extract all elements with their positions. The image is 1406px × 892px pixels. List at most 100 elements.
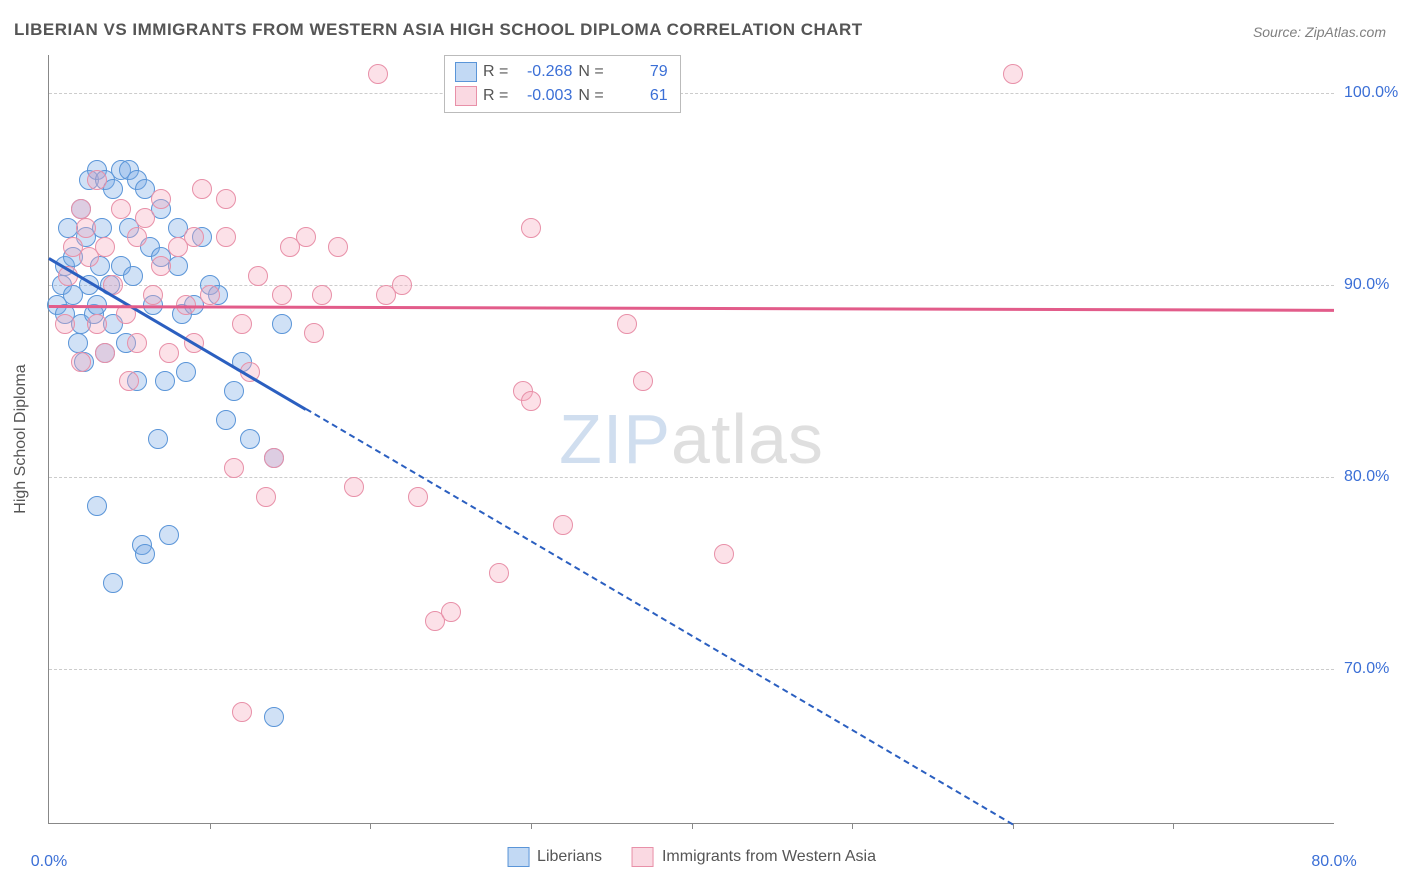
x-tick [692,823,693,829]
legend-row-2: R = -0.003 N = 61 [455,84,668,108]
data-point-western_asia [408,487,428,507]
data-point-western_asia [184,227,204,247]
x-tick [1173,823,1174,829]
chart-title: LIBERIAN VS IMMIGRANTS FROM WESTERN ASIA… [14,20,863,40]
data-point-western_asia [55,314,75,334]
data-point-western_asia [441,602,461,622]
data-point-western_asia [553,515,573,535]
source-text: Source: ZipAtlas.com [1253,24,1386,40]
y-gridline [49,669,1334,670]
data-point-liberians [216,410,236,430]
x-tick [370,823,371,829]
data-point-western_asia [151,256,171,276]
trend-liberians [48,257,306,410]
legend-label: Liberians [537,848,602,866]
y-tick-label: 70.0% [1344,660,1406,678]
data-point-liberians [87,496,107,516]
data-point-liberians [155,371,175,391]
data-point-liberians [224,381,244,401]
trend-western_asia [49,305,1334,311]
data-point-western_asia [224,458,244,478]
correlation-legend: R = -0.268 N = 79 R = -0.003 N = 61 [444,55,681,113]
y-tick-label: 80.0% [1344,468,1406,486]
x-tick-label-min: 0.0% [31,853,67,871]
data-point-liberians [148,429,168,449]
data-point-western_asia [248,266,268,286]
data-point-western_asia [87,170,107,190]
data-point-western_asia [714,544,734,564]
legend-label: Immigrants from Western Asia [662,848,876,866]
r-value-2: -0.003 [514,84,572,108]
swatch-liberians [507,847,529,867]
data-point-liberians [159,525,179,545]
swatch-liberians [455,62,477,82]
data-point-western_asia [489,563,509,583]
data-point-western_asia [368,64,388,84]
y-tick-label: 90.0% [1344,276,1406,294]
data-point-western_asia [328,237,348,257]
data-point-western_asia [127,333,147,353]
y-gridline [49,477,1334,478]
watermark-zip: ZIP [559,400,671,478]
swatch-western-asia [455,86,477,106]
data-point-western_asia [127,227,147,247]
x-tick [852,823,853,829]
data-point-western_asia [95,237,115,257]
data-point-western_asia [151,189,171,209]
x-tick [531,823,532,829]
data-point-western_asia [71,352,91,372]
n-value-1: 79 [610,60,668,84]
data-point-liberians [264,707,284,727]
y-tick-label: 100.0% [1344,84,1406,102]
data-point-western_asia [76,218,96,238]
watermark-atlas: atlas [671,400,824,478]
data-point-western_asia [232,314,252,334]
data-point-liberians [176,362,196,382]
y-gridline [49,93,1334,94]
data-point-western_asia [200,285,220,305]
data-point-western_asia [344,477,364,497]
r-label: R = [483,84,508,108]
legend-item-western-asia: Immigrants from Western Asia [632,847,876,867]
data-point-western_asia [87,314,107,334]
data-point-western_asia [521,218,541,238]
data-point-western_asia [143,285,163,305]
data-point-western_asia [159,343,179,363]
data-point-western_asia [272,285,292,305]
series-legend: Liberians Immigrants from Western Asia [507,847,876,867]
x-tick-label-max: 80.0% [1311,853,1356,871]
data-point-liberians [240,429,260,449]
data-point-western_asia [71,199,91,219]
watermark: ZIPatlas [559,399,824,479]
swatch-western-asia [632,847,654,867]
data-point-western_asia [135,208,155,228]
y-gridline [49,285,1334,286]
y-axis-title: High School Diploma [12,364,30,513]
data-point-western_asia [392,275,412,295]
data-point-western_asia [633,371,653,391]
data-point-liberians [123,266,143,286]
data-point-western_asia [111,199,131,219]
data-point-western_asia [296,227,316,247]
n-value-2: 61 [610,84,668,108]
data-point-western_asia [304,323,324,343]
data-point-western_asia [617,314,637,334]
data-point-western_asia [264,448,284,468]
trend-liberians-ext [305,408,1013,825]
chart-plot-area: High School Diploma ZIPatlas R = -0.268 … [48,55,1334,824]
r-label: R = [483,60,508,84]
data-point-western_asia [312,285,332,305]
data-point-liberians [272,314,292,334]
data-point-western_asia [216,227,236,247]
data-point-western_asia [1003,64,1023,84]
x-tick [210,823,211,829]
data-point-liberians [103,573,123,593]
data-point-western_asia [95,343,115,363]
legend-item-liberians: Liberians [507,847,602,867]
data-point-liberians [68,333,88,353]
data-point-liberians [135,544,155,564]
data-point-western_asia [192,179,212,199]
data-point-western_asia [521,391,541,411]
data-point-western_asia [256,487,276,507]
legend-row-1: R = -0.268 N = 79 [455,60,668,84]
